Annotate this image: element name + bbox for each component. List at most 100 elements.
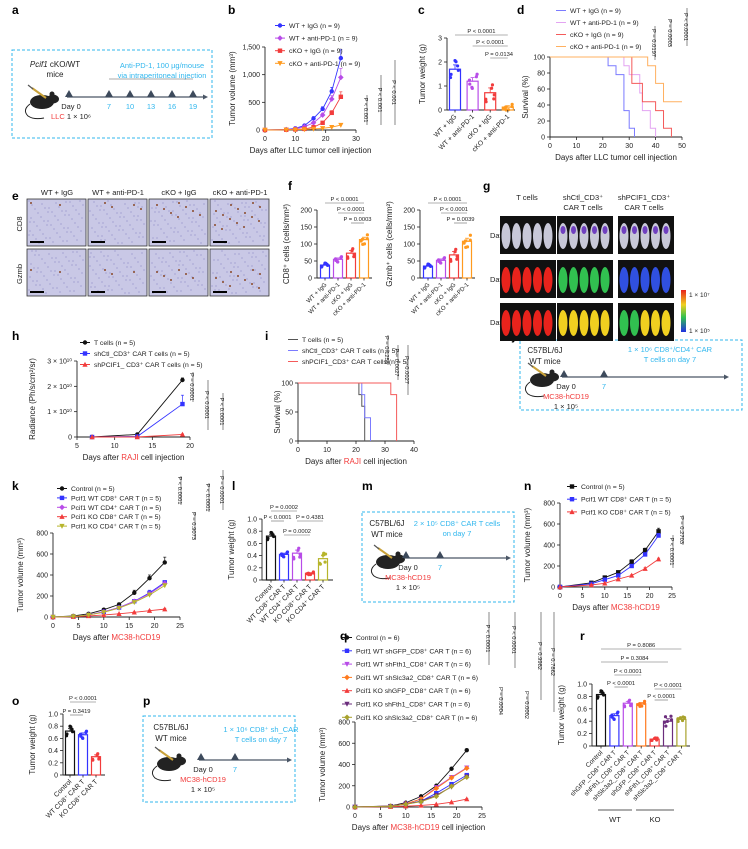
- data-point: [338, 74, 344, 81]
- panel-label-b: b: [228, 3, 235, 17]
- x-tick-label: 20: [151, 623, 159, 630]
- series-line: [52, 562, 166, 618]
- day-label: 7: [233, 765, 237, 774]
- arrow-head: [506, 555, 511, 561]
- panel-label-e: e: [12, 189, 19, 203]
- p-value: P = 0.8086: [627, 643, 655, 649]
- panel-label-a: a: [12, 3, 19, 17]
- panel-label-i: i: [265, 329, 268, 343]
- data-point: [490, 83, 495, 87]
- legend-label: WT + IgG (n = 9): [289, 23, 340, 30]
- bli-row-label: Day 7: [490, 231, 510, 240]
- data-point: [179, 431, 186, 437]
- data-point: [134, 434, 140, 440]
- y-tick-label: 150: [403, 225, 415, 232]
- y-tick-label: 0: [253, 578, 257, 585]
- data-point: [464, 747, 469, 753]
- mouse-icon: [24, 84, 59, 120]
- series-k-1: [50, 580, 167, 620]
- scale-bar: [91, 291, 105, 293]
- x-axis-label-part: cell injection: [139, 453, 185, 462]
- data-point: [360, 237, 364, 241]
- x-tick-label: 20: [186, 443, 194, 450]
- mouse-icon: [151, 746, 186, 782]
- y-axis-label: Gzmb⁺ cells (cells/mm²): [385, 201, 394, 287]
- legend-item: Pcif1 WT shFth1_CD8⁺ CAR T (n = 6): [342, 662, 471, 669]
- data-point: [638, 704, 642, 708]
- treatment-label-2: T cells on day 7: [644, 355, 696, 364]
- y-tick-label: 0.2: [247, 565, 257, 572]
- legend-label: Pcif1 KO CD4⁺ CAR T (n = 5): [71, 524, 161, 531]
- timepoint-marker: [436, 551, 444, 558]
- y-tick-label: 0.6: [577, 706, 587, 713]
- legend-item: WT + anti-PD-1 (n = 9): [556, 20, 639, 27]
- p-value: P < 0.0001: [433, 197, 461, 203]
- schematic-box-p: [142, 715, 296, 803]
- y-axis-label: Tumor weight (g): [28, 714, 37, 775]
- day0-label: Day 0: [61, 102, 81, 111]
- y-tick-label: 0: [438, 108, 442, 115]
- data-point: [669, 718, 674, 722]
- treatment-label: 2 × 10⁵ CD8⁺ CAR T cells: [414, 519, 501, 528]
- data-point: [449, 766, 454, 771]
- bli-image: [557, 303, 613, 341]
- data-point: [616, 573, 621, 578]
- x-tick-label: 0: [353, 813, 357, 820]
- data-point: [338, 94, 344, 99]
- y-tick-label: 0.4: [247, 553, 257, 560]
- data-point: [464, 245, 468, 249]
- x-tick-label: 10: [111, 443, 119, 450]
- survival-curve-1: [298, 382, 371, 441]
- data-point: [629, 559, 634, 564]
- ihc-column-label: WT + anti-PD-1: [92, 188, 144, 197]
- data-point: [475, 72, 479, 76]
- ihc-image: [87, 248, 148, 297]
- data-point: [484, 97, 488, 101]
- cell-injection: LLC 1 × 10⁶: [51, 112, 91, 121]
- y-tick-label: 0: [541, 135, 545, 142]
- data-point: [329, 89, 334, 94]
- data-point: [70, 727, 74, 731]
- data-point: [678, 716, 683, 720]
- data-point: [101, 610, 107, 616]
- data-point: [468, 238, 472, 242]
- x-axis-label-part: Days after: [83, 453, 122, 462]
- p-value: P < 0.0001: [263, 515, 291, 521]
- x-axis-label-part: Days after LLC tumor cell injection: [555, 153, 677, 162]
- ihc-image: [148, 248, 209, 297]
- y-tick-label: 100: [533, 55, 545, 62]
- data-point: [484, 100, 488, 104]
- bli-image: [557, 216, 613, 254]
- data-point: [310, 120, 317, 126]
- legend-item: shCtl_CD3⁺ CAR T cells (n = 5): [288, 348, 398, 355]
- y-axis-label: Tumor weight (g): [418, 44, 427, 105]
- data-point: [131, 600, 137, 606]
- y-tick-label: 200: [338, 783, 350, 790]
- data-point: [455, 254, 459, 259]
- x-tick-label: 5: [580, 593, 584, 600]
- dose: 1 × 10⁵: [396, 583, 420, 592]
- x-tick-label: 10: [323, 447, 331, 454]
- x-tick-label: 5: [75, 443, 79, 450]
- data-point: [283, 127, 289, 133]
- p-value: P < 0.0001: [440, 207, 468, 213]
- legend-label: cKO + IgG (n = 9): [570, 32, 624, 39]
- cell-line: MC38-hCD19: [180, 775, 226, 784]
- mouse-strain: C57BL/6J: [153, 723, 188, 732]
- mouse-label: WT mice: [371, 530, 403, 539]
- y-tick-label: 100: [403, 242, 415, 249]
- panel-label-n: n: [524, 479, 531, 493]
- data-point: [320, 106, 325, 112]
- series-k-4: [50, 583, 168, 620]
- p-value: P < 0.0001: [614, 669, 642, 675]
- y-tick-label: 2 × 10¹⁰: [47, 383, 72, 391]
- data-point: [270, 531, 274, 535]
- y-tick-label: 40: [537, 103, 545, 110]
- y-tick-label: 50: [285, 410, 293, 417]
- y-tick-label: 0: [583, 744, 587, 751]
- x-axis-label-part: MC38-hCD19: [611, 603, 660, 612]
- y-tick-label: 0: [411, 276, 415, 283]
- data-point: [262, 127, 268, 133]
- timepoint-marker: [402, 551, 410, 558]
- timepoint-marker: [105, 90, 113, 97]
